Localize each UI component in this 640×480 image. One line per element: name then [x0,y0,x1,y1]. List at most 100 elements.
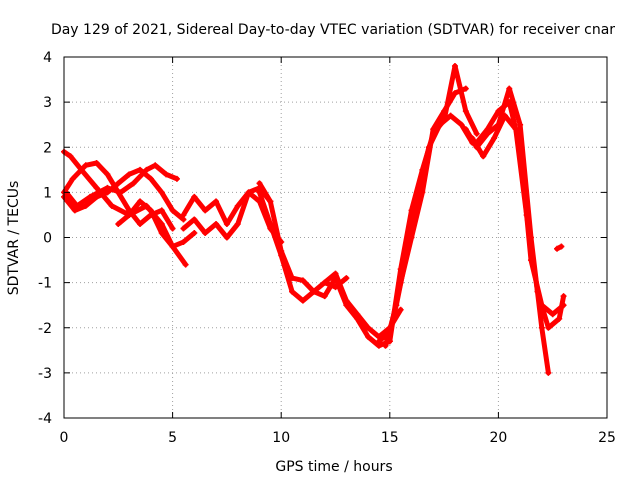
data-point [126,211,133,218]
y-tick-label: 1 [43,185,52,201]
data-point [506,99,513,106]
data-point [137,220,144,227]
data-point [158,189,165,196]
data-point [354,311,361,318]
data-point [545,324,552,331]
data-point [267,220,274,227]
data-point [180,211,187,218]
series-layer [61,63,567,376]
data-point [137,166,144,173]
data-point [108,202,115,209]
series-line [61,149,189,268]
series-track-12 [386,63,480,345]
data-point [495,108,502,115]
data-point [202,229,209,236]
data-point [67,153,74,160]
axis-ticks [63,56,608,419]
data-point [234,202,241,209]
data-point [278,252,285,259]
y-tick-label: -2 [38,321,52,337]
data-point [137,198,144,205]
data-point [404,248,411,255]
plot-frame [63,56,608,419]
data-point [299,297,306,304]
data-point [213,220,220,227]
data-point [158,229,165,236]
data-point [447,112,454,119]
data-point [256,189,263,196]
data-point [451,90,458,97]
data-point [289,288,296,295]
data-point [191,229,198,236]
data-point [375,338,382,345]
data-point [267,198,274,205]
x-tick-label: 5 [168,430,177,446]
data-point [202,207,209,214]
data-point [462,126,469,133]
data-point [462,108,469,115]
x-tick-labels: 0 5 10 15 20 25 [60,430,616,446]
y-axis-label: SDTVAR / TECUs [6,181,22,296]
data-point [343,297,350,304]
data-point [191,193,198,200]
data-point [223,234,230,241]
data-point [213,198,220,205]
grid-lines [64,57,607,418]
data-point [180,239,187,246]
data-point [538,324,545,331]
y-tick-labels: -4 -3 -2 -1 0 1 2 3 4 [38,50,52,427]
data-point [480,153,487,160]
data-point [147,175,154,182]
data-point [310,288,317,295]
data-point [534,288,541,295]
data-point [321,279,328,286]
x-tick-label: 25 [598,430,616,446]
series-track-9 [256,189,393,349]
data-point [365,333,372,340]
data-point [462,85,469,92]
data-point [517,121,524,128]
data-point [126,171,133,178]
data-point [234,220,241,227]
data-point [343,275,350,282]
x-tick-label: 15 [381,430,399,446]
data-point [397,306,404,313]
data-point [130,180,137,187]
data-point [115,220,122,227]
data-point [554,245,561,252]
data-point [158,207,165,214]
data-point [163,171,170,178]
data-point [299,277,306,284]
data-point [321,293,328,300]
data-point [169,243,176,250]
x-tick-label: 0 [60,430,69,446]
data-point [143,166,150,173]
data-point [117,189,124,196]
data-point [506,85,513,92]
data-point [425,144,432,151]
data-point [451,63,458,70]
chart-title: Day 129 of 2021, Sidereal Day-to-day VTE… [51,22,615,38]
data-point [104,184,111,191]
data-point [245,189,252,196]
data-point [74,202,81,209]
series-line [387,63,480,344]
data-point [104,171,111,178]
data-point [393,302,400,309]
x-tick-label: 20 [489,430,507,446]
y-tick-label: 2 [43,140,52,156]
data-point [169,207,176,214]
series-track-16 [469,112,567,331]
data-point [71,207,78,214]
data-point [545,369,552,376]
data-point [491,135,498,142]
series-line [376,86,469,344]
y-tick-label: -1 [38,276,52,292]
data-point [560,293,567,300]
data-point [473,130,480,137]
series-line [63,162,180,209]
data-point [82,202,89,209]
data-point [332,270,339,277]
data-point [415,189,422,196]
